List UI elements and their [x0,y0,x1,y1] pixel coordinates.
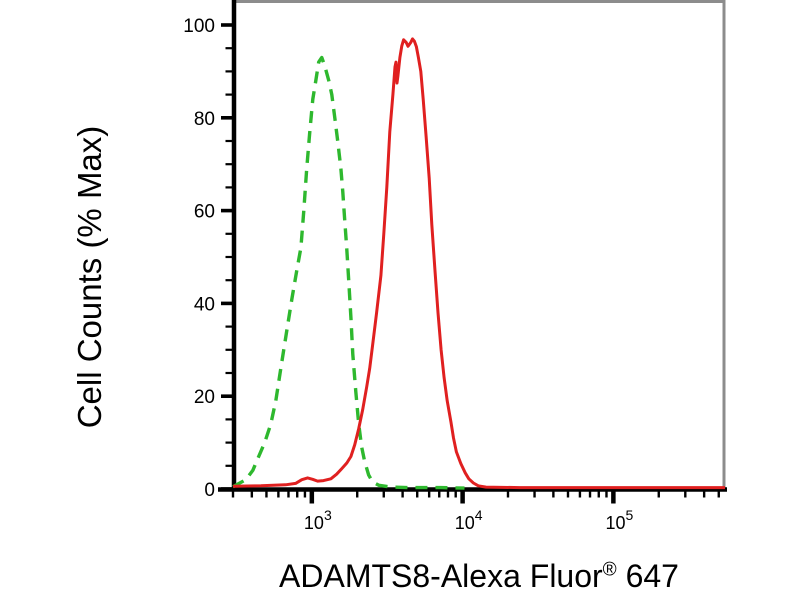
plot-frame [233,0,726,490]
green-dashed-curve [232,55,465,490]
y-tick-label: 0 [204,480,215,501]
x-axis-title-main: ADAMTS8-Alexa Fluor [279,558,603,594]
y-tick-label: 100 [183,16,215,37]
x-axis: 103 104 105 [218,487,727,533]
registered-trademark-symbol: ® [602,559,617,581]
x-tick-label: 105 [605,507,633,533]
red-solid-curve [232,37,725,490]
y-tick-label: 60 [194,202,215,223]
x-axis-title-suffix: 647 [616,558,679,594]
y-tick-label: 40 [194,294,215,315]
y-axis-title: Cell Counts (% Max) [71,125,108,429]
x-axis-title: ADAMTS8-Alexa Fluor® 647 [233,556,725,596]
x-tick-label: 103 [304,507,332,533]
x-tick-label: 104 [455,507,483,533]
y-tick-label: 20 [194,387,215,408]
y-axis: 0 20 40 60 80 100 [183,0,237,501]
y-tick-label: 80 [194,109,215,130]
